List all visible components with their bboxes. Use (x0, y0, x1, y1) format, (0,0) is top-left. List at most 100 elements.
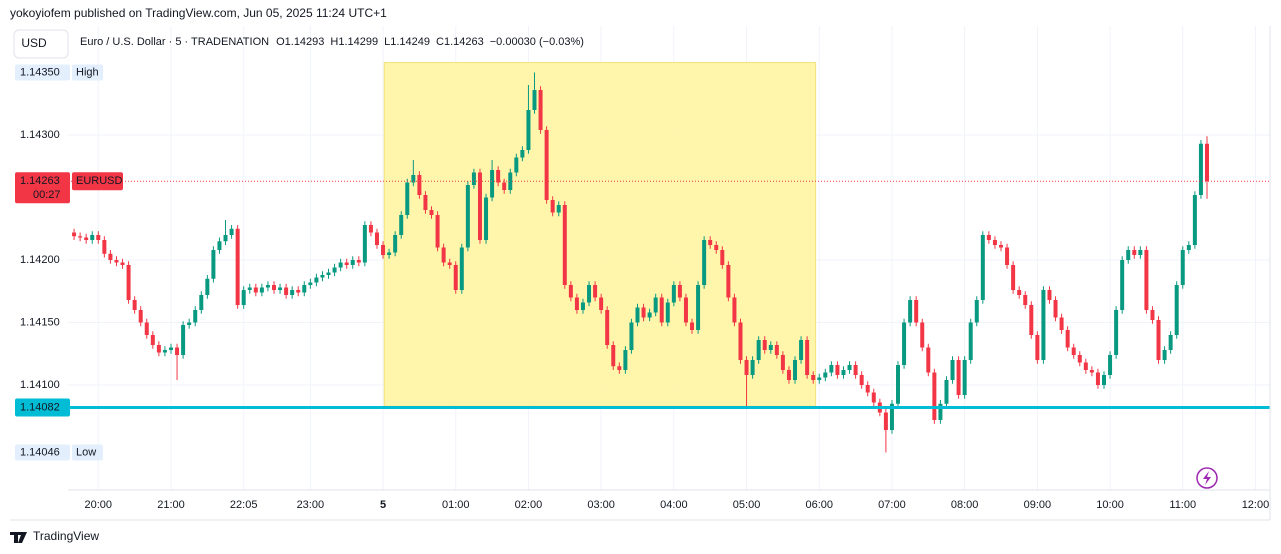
candle-body (1023, 295, 1028, 305)
candle-body (593, 285, 598, 298)
candle-body (441, 247, 446, 263)
candle-body (126, 265, 131, 300)
symbol-tag-box (72, 172, 123, 191)
candle-body (459, 247, 464, 290)
candle-body (187, 322, 192, 325)
candle-body (914, 300, 919, 323)
candle-body (1174, 285, 1179, 335)
x-tick-label: 08:00 (951, 499, 979, 511)
candle-body (217, 241, 222, 250)
currency-button[interactable] (13, 29, 69, 59)
candle-body (902, 322, 907, 365)
candle-body (350, 260, 355, 265)
candle-body (205, 278, 210, 295)
x-tick-label: 03:00 (587, 499, 615, 511)
x-tick-label: 23:00 (297, 499, 325, 511)
candle-body (1065, 330, 1070, 348)
brand-logo (10, 532, 27, 543)
low-label-box (15, 444, 70, 461)
candle-body (1162, 350, 1167, 360)
x-tick-label: 04:00 (660, 499, 688, 511)
candle-body (72, 232, 77, 237)
last-price-label: 1.14263 (20, 175, 60, 187)
symbol-tag: EURUSD (76, 175, 123, 187)
ohlc-value: 1.14263 (444, 36, 484, 48)
candle-body (193, 310, 198, 323)
candle-body (780, 355, 785, 370)
symbol: Euro / U.S. Dollar · 5 · TRADENATION (80, 36, 269, 48)
candle-body (199, 295, 204, 310)
candle-body (132, 300, 137, 310)
candle-body (514, 157, 519, 173)
candle-body (817, 377, 822, 380)
candle-body (471, 172, 476, 185)
candle-body (665, 302, 670, 323)
candle-body (520, 150, 525, 158)
candle-body (381, 245, 386, 255)
candle-body (786, 370, 791, 380)
candle-body (1180, 250, 1185, 285)
y-tick-label: 1.14200 (20, 254, 60, 266)
candle-body (96, 235, 101, 240)
candle-body (108, 253, 113, 260)
candle-body (647, 312, 652, 318)
candle-body (1204, 143, 1209, 182)
candle-body (950, 360, 955, 380)
candle-body (1005, 247, 1010, 265)
brand: TradingView (33, 529, 99, 543)
y-tick-label: 1.14100 (20, 379, 60, 391)
candle-body (1198, 143, 1203, 195)
candle-body (338, 262, 343, 268)
x-tick-label: 12:00 (1242, 499, 1270, 511)
candle-body (368, 225, 373, 233)
candle-body (841, 370, 846, 375)
candle-body (1011, 265, 1016, 290)
plot (68, 26, 1270, 490)
candle-body (605, 310, 610, 345)
candle-body (138, 310, 143, 323)
candle-body (223, 235, 228, 242)
x-tick-label: 22:05 (230, 499, 258, 511)
candle-body (962, 360, 967, 395)
lightning-icon[interactable] (1196, 467, 1218, 489)
candle-body (793, 360, 798, 380)
candle-body (926, 347, 931, 373)
candle-body (362, 225, 367, 263)
legend: Euro / U.S. Dollar · 5 · TRADENATION O 1.1… (80, 36, 584, 48)
highlight-zone (383, 62, 817, 407)
candle-body (738, 322, 743, 360)
candle-body (635, 307, 640, 323)
candle-body (623, 350, 628, 370)
high-text: High (76, 66, 99, 78)
low-text: Low (76, 446, 96, 458)
last-price-box (15, 172, 70, 204)
candle-body (1083, 362, 1088, 370)
candle-body (726, 265, 731, 298)
candle-body (78, 236, 83, 238)
candle-body (1035, 335, 1040, 360)
candle-body (411, 175, 416, 183)
candle-body (1108, 355, 1113, 375)
candle-body (992, 240, 997, 245)
currency[interactable]: USD (21, 36, 47, 50)
candle-body (429, 210, 434, 215)
candle-body (617, 366, 622, 370)
lightning-glyph (1203, 471, 1211, 485)
x-tick-label: 21:00 (157, 499, 185, 511)
candle-body (1071, 347, 1076, 355)
candle-body (587, 285, 592, 303)
candle-body (938, 403, 943, 420)
candle-body (284, 287, 289, 295)
candle-body (229, 228, 234, 235)
candle-body (883, 412, 888, 430)
candle-body (175, 347, 180, 355)
x-tick-label: 10:00 (1096, 499, 1124, 511)
candle-body (847, 365, 852, 370)
candle-body (744, 360, 749, 375)
candle-body (387, 252, 392, 255)
candle-body (1192, 195, 1197, 245)
candle-body (653, 297, 658, 313)
candle-body (1132, 250, 1137, 255)
candle-body (805, 340, 810, 375)
